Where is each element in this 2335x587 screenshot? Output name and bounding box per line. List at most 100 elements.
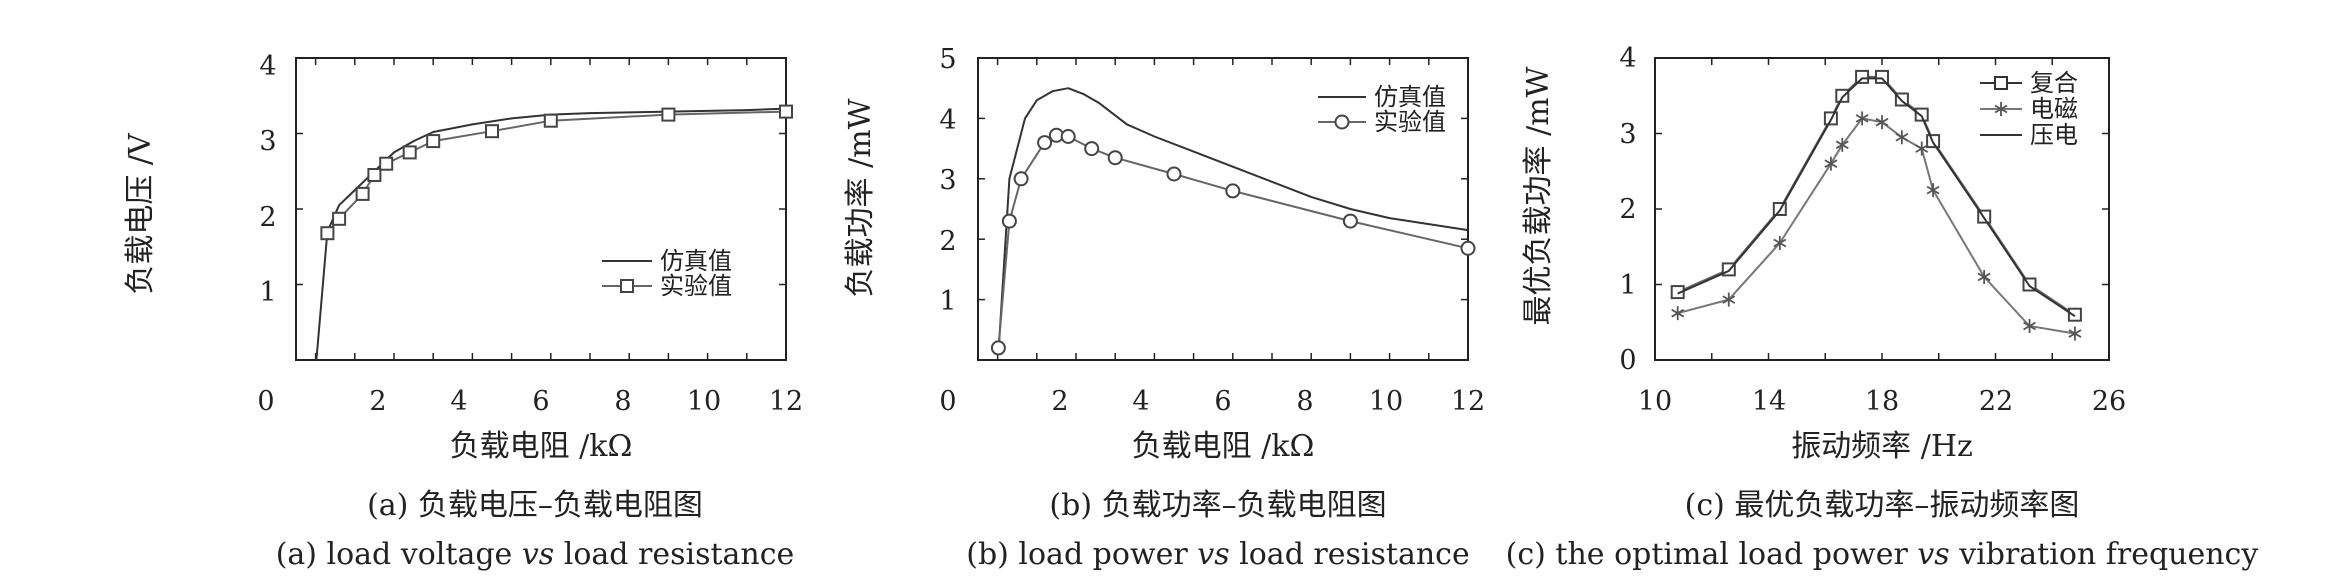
panel-b-xtick: 8	[1296, 386, 1313, 417]
panel-c-data-point	[1914, 107, 1929, 122]
panel-b-data-point	[990, 340, 1006, 356]
panel-a-ylabel: 负载电压 /V	[123, 132, 158, 295]
panel-c-ticks	[1655, 58, 2109, 360]
panel-c-legend-label-composite: 复合	[2030, 69, 2078, 97]
panel-a-series	[315, 104, 793, 361]
panel-a-plot-frame	[295, 57, 787, 361]
panel-b-series-line-0	[997, 87, 1469, 355]
panel-a-ytick: 2	[259, 202, 276, 233]
panel-a-data-point	[661, 107, 676, 122]
panel-c-ytick: 0	[1619, 345, 1636, 376]
panel-c-ytick: 2	[1619, 194, 1636, 225]
panel-b-data-point	[1225, 183, 1241, 199]
panel-b-series	[990, 87, 1476, 356]
panel-c-data-point	[1670, 285, 1685, 300]
panel-b-data-point	[1460, 240, 1476, 256]
panel-b-xtick: 6	[1214, 386, 1231, 417]
panel-a: 4 3 2 1 0 2 4 6 8 10 12 负载电压 /V 负载电阻 /kΩ…	[123, 51, 803, 572]
panel-a-legend: 仿真值 实验值	[602, 247, 732, 300]
panel-c-caption-en: (c) the optimal load power vs vibration …	[1506, 537, 2259, 572]
panel-a-ytick: 1	[259, 277, 276, 308]
panel-b-legend-marker-exp	[1334, 114, 1350, 130]
panel-c-xlabel: 振动频率 /Hz	[1791, 429, 1973, 464]
panel-a-data-point	[320, 226, 335, 241]
panel-c-series-line-0	[1677, 75, 2076, 316]
panel-a-data-point	[779, 104, 793, 119]
panel-b-caption-en-part: load resistance	[1230, 537, 1470, 572]
panel-b-data-point	[1060, 129, 1076, 144]
panel-b-xtick: 10	[1369, 386, 1403, 417]
panel-b-xtick: 12	[1451, 386, 1485, 417]
panel-b-ytick: 1	[939, 286, 956, 317]
panel-b-legend-label-sim: 仿真值	[1374, 83, 1446, 111]
panel-b-ytick: 5	[939, 44, 956, 75]
panel-a-ticks	[296, 58, 786, 360]
panel-c-xtick: 14	[1752, 386, 1786, 417]
panel-a-legend-label-exp: 实验值	[660, 272, 732, 300]
panel-a-xtick: 2	[369, 386, 386, 417]
panel-b-ylabel: 负载功率 /mW	[843, 98, 878, 297]
panel-b-caption-en-vs: vs	[1197, 537, 1229, 572]
panel-b-data-point	[1084, 141, 1100, 157]
panel-b-xtick: 2	[1051, 386, 1068, 417]
panel-b-caption-en-part: (b) load power	[966, 537, 1197, 572]
panel-c-data-point	[1895, 130, 1909, 145]
panel-a-caption-en-vs: vs	[522, 537, 554, 572]
panel-b-ticks	[978, 58, 1468, 360]
panel-c-data-point	[2023, 319, 2037, 334]
panel-a-xtick: 0	[257, 386, 274, 417]
panel-b-data-point	[1037, 135, 1053, 151]
panel-a-data-point	[485, 124, 499, 139]
panel-b-data-point	[1342, 213, 1358, 229]
panel-c-data-point	[1835, 88, 1850, 103]
panel-a-caption-en-part: (a) load voltage	[276, 537, 522, 572]
panel-a-legend-label-sim: 仿真值	[660, 247, 732, 275]
panel-b-ytick: 2	[939, 226, 956, 257]
panel-c-caption-en-vs: vs	[1917, 537, 1949, 572]
panel-a-xtick: 12	[769, 386, 803, 417]
panel-c-xtick: 10	[1638, 386, 1672, 417]
panel-a-data-point	[402, 145, 417, 160]
panel-a-caption-en-part: load resistance	[554, 537, 794, 572]
panel-c-data-point	[1671, 306, 1685, 321]
panel-b-ytick: 4	[939, 105, 956, 136]
panel-c-legend: 复合 电磁 压电	[1980, 69, 2078, 149]
panel-c-legend-marker-composite	[1994, 76, 2008, 90]
panel-b-plot-frame	[977, 57, 1469, 361]
panel-b-caption-en: (b) load power vs load resistance	[966, 537, 1469, 572]
panel-a-ytick: 3	[259, 126, 276, 157]
panel-c-data-point	[1855, 111, 1869, 126]
panel-a-data-point	[332, 211, 347, 226]
panel-c-data-point	[1875, 69, 1889, 84]
panel-c-data-point	[1926, 183, 1940, 198]
panel-c-xtick: 18	[1865, 386, 1899, 417]
panel-b: 5 4 3 2 1 0 2 4 6 8 10 12 负载功率 /mW 负载电阻 …	[843, 44, 1485, 572]
panel-c-ytick: 3	[1619, 119, 1636, 150]
panel-c-data-point	[1915, 141, 1929, 156]
panel-c-series-line-1	[1677, 117, 2076, 335]
panel-b-ytick: 3	[939, 165, 956, 196]
panel-b-legend-label-exp: 实验值	[1374, 108, 1446, 136]
panel-c-legend-label-em: 电磁	[2030, 95, 2078, 123]
panel-a-data-point	[379, 156, 394, 171]
panel-b-xtick: 4	[1132, 386, 1149, 417]
panel-c-data-point	[1773, 235, 1787, 250]
panel-a-series-line-1	[326, 110, 787, 234]
panel-a-caption-en: (a) load voltage vs load resistance	[276, 537, 795, 572]
panel-c-data-point	[2067, 307, 2082, 322]
panel-c-data-point	[1875, 115, 1889, 130]
panel-c-series	[1670, 69, 2082, 341]
panel-a-series-line-0	[315, 107, 787, 361]
panel-c-data-point	[2068, 326, 2082, 341]
panel-c-ytick: 4	[1619, 43, 1636, 74]
panel-a-data-point	[367, 168, 382, 182]
panel-a-caption-cn: (a) 负载电压–负载电阻图	[367, 488, 703, 523]
panel-a-data-point	[355, 186, 370, 201]
panel-c-legend-marker-em	[1994, 102, 2008, 116]
panel-a-xtick: 4	[450, 386, 467, 417]
panel-c-data-point	[1824, 156, 1838, 171]
panel-c-caption-cn: (c) 最优负载功率–振动频率图	[1685, 488, 2080, 523]
panel-c-xtick: 22	[1979, 386, 2013, 417]
panel-b-data-point	[1107, 150, 1123, 166]
panel-b-data-point	[1166, 166, 1182, 182]
